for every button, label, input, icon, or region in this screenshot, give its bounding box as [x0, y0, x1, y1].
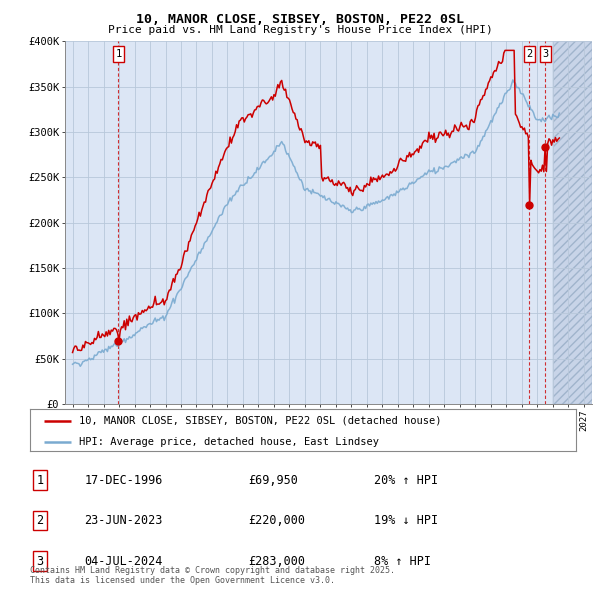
Text: HPI: Average price, detached house, East Lindsey: HPI: Average price, detached house, East… — [79, 437, 379, 447]
Text: 2: 2 — [526, 49, 532, 59]
Text: 04-JUL-2024: 04-JUL-2024 — [85, 555, 163, 568]
Text: 8% ↑ HPI: 8% ↑ HPI — [374, 555, 431, 568]
Text: Price paid vs. HM Land Registry's House Price Index (HPI): Price paid vs. HM Land Registry's House … — [107, 25, 493, 35]
Text: 17-DEC-1996: 17-DEC-1996 — [85, 474, 163, 487]
Text: 19% ↓ HPI: 19% ↓ HPI — [374, 514, 438, 527]
Text: 1: 1 — [115, 49, 122, 59]
Text: 23-JUN-2023: 23-JUN-2023 — [85, 514, 163, 527]
Text: £220,000: £220,000 — [248, 514, 305, 527]
Text: 20% ↑ HPI: 20% ↑ HPI — [374, 474, 438, 487]
Text: Contains HM Land Registry data © Crown copyright and database right 2025.
This d: Contains HM Land Registry data © Crown c… — [30, 566, 395, 585]
Text: 1: 1 — [36, 474, 43, 487]
Bar — [553, 41, 592, 404]
Text: 2: 2 — [36, 514, 43, 527]
Text: 10, MANOR CLOSE, SIBSEY, BOSTON, PE22 0SL (detached house): 10, MANOR CLOSE, SIBSEY, BOSTON, PE22 0S… — [79, 416, 442, 426]
Text: 10, MANOR CLOSE, SIBSEY, BOSTON, PE22 0SL: 10, MANOR CLOSE, SIBSEY, BOSTON, PE22 0S… — [136, 13, 464, 26]
Text: £283,000: £283,000 — [248, 555, 305, 568]
Text: 3: 3 — [542, 49, 548, 59]
Text: 3: 3 — [36, 555, 43, 568]
Text: £69,950: £69,950 — [248, 474, 298, 487]
